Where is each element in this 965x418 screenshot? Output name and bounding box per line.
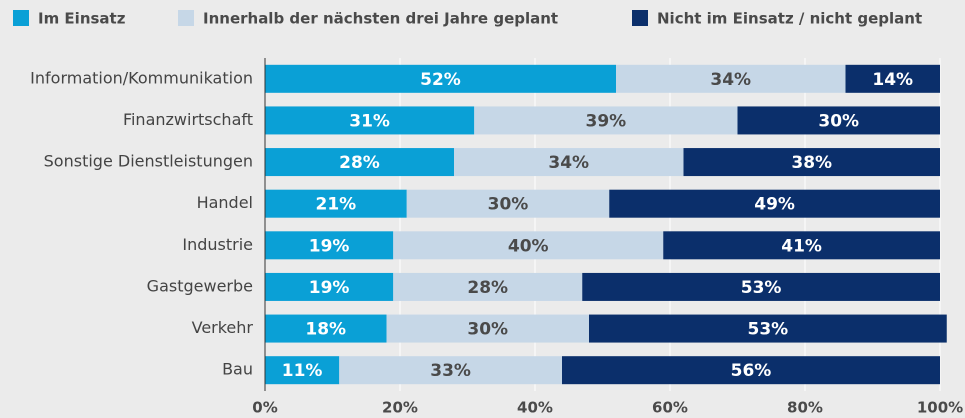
category-label: Finanzwirtschaft <box>123 110 253 129</box>
x-tick-label: 20% <box>382 399 418 417</box>
value-label: 56% <box>731 361 772 381</box>
value-label: 39% <box>586 111 627 131</box>
value-label: 14% <box>872 70 913 90</box>
value-label: 53% <box>748 320 789 340</box>
value-label: 33% <box>430 361 471 381</box>
bar-segment <box>663 231 940 260</box>
legend-label: Im Einsatz <box>38 10 126 28</box>
value-label: 41% <box>781 236 822 256</box>
bar-segment <box>562 356 940 385</box>
bar-segment <box>683 148 940 177</box>
legend-label: Innerhalb der nächsten drei Jahre geplan… <box>203 10 558 28</box>
category-label: Verkehr <box>192 318 254 337</box>
bar-segment <box>406 189 610 218</box>
value-label: 18% <box>305 320 346 340</box>
bar-segment <box>474 106 738 135</box>
category-label: Industrie <box>182 235 253 254</box>
bar-segment <box>386 314 589 343</box>
value-label: 38% <box>791 153 832 173</box>
x-tick-label: 40% <box>517 399 553 417</box>
bar-segment <box>265 231 394 260</box>
value-label: 34% <box>548 153 589 173</box>
x-tick-label: 60% <box>652 399 688 417</box>
value-label: 21% <box>316 195 357 215</box>
legend-swatch <box>632 10 648 26</box>
value-label: 53% <box>741 278 782 298</box>
bar-segment <box>454 148 684 177</box>
bar-segment <box>737 106 940 135</box>
value-label: 28% <box>467 278 508 298</box>
value-label: 19% <box>309 278 350 298</box>
value-label: 31% <box>349 111 390 131</box>
bar-segment <box>265 148 454 177</box>
value-label: 52% <box>420 70 461 90</box>
legend-swatch <box>13 10 29 26</box>
category-label: Sonstige Dienstleistungen <box>44 152 253 171</box>
bar-segment <box>845 64 940 93</box>
bar-segment <box>616 64 846 93</box>
value-label: 28% <box>339 153 380 173</box>
legend-swatch <box>178 10 194 26</box>
category-label: Handel <box>197 193 253 212</box>
bar-segment <box>265 106 475 135</box>
category-label: Bau <box>222 360 253 379</box>
bar-segment <box>589 314 947 343</box>
bar-segment <box>265 314 387 343</box>
bar-segment <box>265 189 407 218</box>
value-label: 30% <box>818 111 859 131</box>
bar-segment <box>265 356 340 385</box>
value-label: 30% <box>467 320 508 340</box>
bar-segment <box>609 189 940 218</box>
x-tick-label: 80% <box>787 399 823 417</box>
value-label: 49% <box>754 195 795 215</box>
bar-segment <box>393 231 664 260</box>
bar-segment <box>339 356 562 385</box>
value-label: 30% <box>488 195 529 215</box>
x-tick-label: 100% <box>917 399 963 417</box>
x-tick-label: 0% <box>252 399 277 417</box>
value-label: 40% <box>508 236 549 256</box>
bar-segment <box>265 64 616 93</box>
category-label: Information/Kommunikation <box>30 68 253 87</box>
category-label: Gastgewerbe <box>147 276 253 295</box>
legend-label: Nicht im Einsatz / nicht geplant <box>657 10 922 28</box>
value-label: 19% <box>309 236 350 256</box>
bar-segment <box>582 272 940 301</box>
bar-segment <box>393 272 583 301</box>
bar-segment <box>265 272 394 301</box>
value-label: 34% <box>710 70 751 90</box>
value-label: 11% <box>282 361 323 381</box>
